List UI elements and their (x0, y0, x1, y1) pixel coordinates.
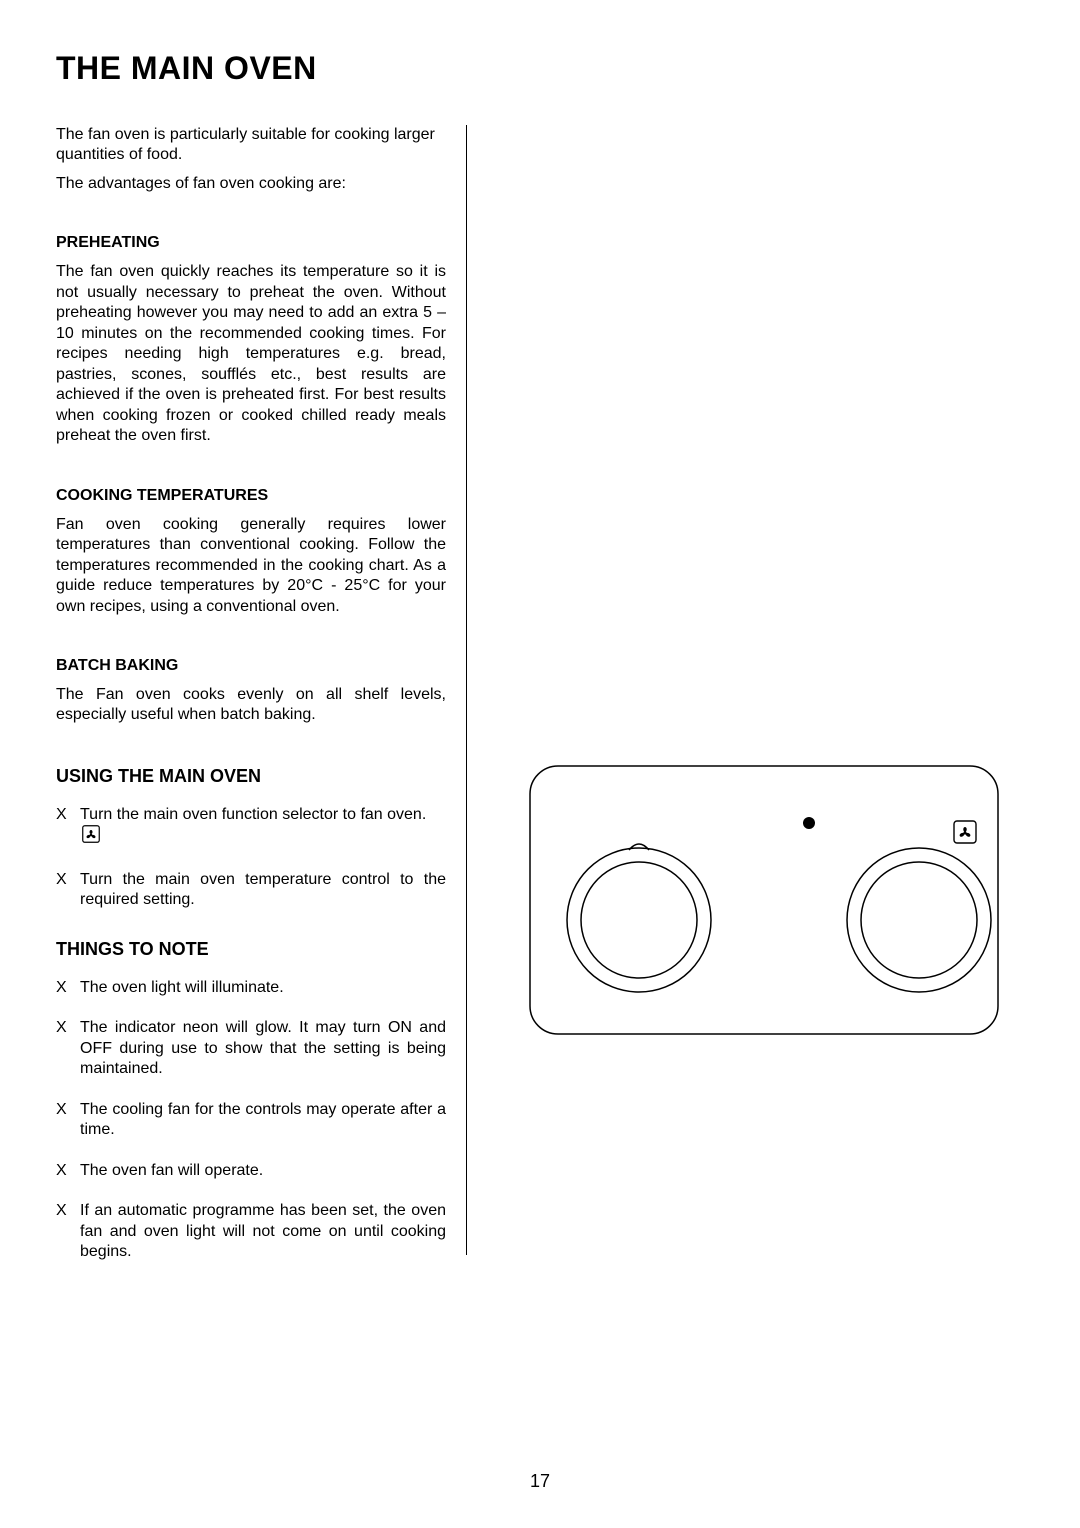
list-item: Χ The oven light will illuminate. (56, 978, 446, 998)
list-marker: Χ (56, 870, 80, 890)
two-column-layout: The fan oven is particularly suitable fo… (56, 125, 1024, 1282)
list-marker: Χ (56, 1161, 80, 1181)
page-number: 17 (0, 1471, 1080, 1492)
oven-control-diagram (529, 765, 999, 1035)
list-marker: Χ (56, 805, 80, 825)
list-text: The oven light will illuminate. (80, 978, 446, 998)
intro-paragraph-1: The fan oven is particularly suitable fo… (56, 125, 446, 166)
list-item: Χ Turn the main oven temperature control… (56, 870, 446, 911)
list-marker: Χ (56, 1018, 80, 1038)
using-main-oven-heading: USING THE MAIN OVEN (56, 766, 446, 787)
preheating-body: The fan oven quickly reaches its tempera… (56, 262, 446, 446)
page-title: THE MAIN OVEN (56, 50, 1024, 87)
list-marker: Χ (56, 1201, 80, 1221)
list-text: Turn the main oven function selector to … (80, 805, 446, 850)
list-text: Turn the main oven temperature control t… (80, 870, 446, 911)
list-item: Χ Turn the main oven function selector t… (56, 805, 446, 850)
list-item: Χ The oven fan will operate. (56, 1161, 446, 1181)
list-item: Χ If an automatic programme has been set… (56, 1201, 446, 1262)
list-item: Χ The indicator neon will glow. It may t… (56, 1018, 446, 1079)
fan-oven-icon (82, 825, 100, 849)
intro-paragraph-2: The advantages of fan oven cooking are: (56, 174, 446, 194)
list-text: The cooling fan for the controls may ope… (80, 1100, 446, 1141)
batch-baking-body: The Fan oven cooks evenly on all shelf l… (56, 685, 446, 726)
column-divider (466, 125, 467, 1255)
left-column: The fan oven is particularly suitable fo… (56, 125, 466, 1282)
list-item: Χ The cooling fan for the controls may o… (56, 1100, 446, 1141)
list-text: The oven fan will operate. (80, 1161, 446, 1181)
list-text: If an automatic programme has been set, … (80, 1201, 446, 1262)
list-marker: Χ (56, 978, 80, 998)
things-to-note-heading: THINGS TO NOTE (56, 939, 446, 960)
right-column (481, 125, 1024, 1282)
cooking-temps-heading: COOKING TEMPERATURES (56, 487, 446, 505)
cooking-temps-body: Fan oven cooking generally requires lowe… (56, 515, 446, 617)
preheating-heading: PREHEATING (56, 234, 446, 252)
batch-baking-heading: BATCH BAKING (56, 657, 446, 675)
using-list: Χ Turn the main oven function selector t… (56, 805, 446, 911)
list-text: The indicator neon will glow. It may tur… (80, 1018, 446, 1079)
list-marker: Χ (56, 1100, 80, 1120)
notes-list: Χ The oven light will illuminate. Χ The … (56, 978, 446, 1263)
